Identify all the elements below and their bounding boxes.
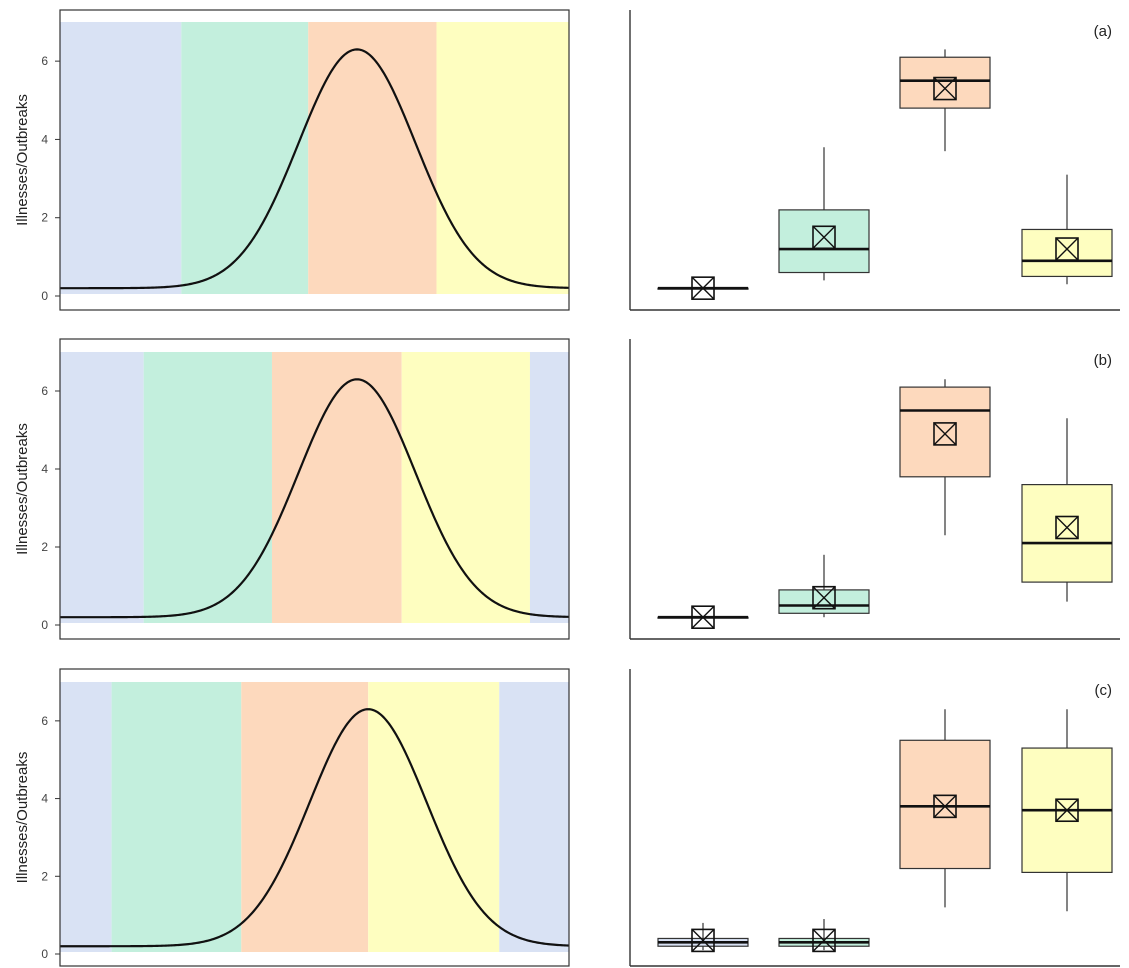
boxplot-spring: [778, 554, 870, 618]
season-band-winter: [60, 682, 112, 952]
boxplot-mean-cross: [1055, 516, 1079, 539]
boxplot-mean-cross: [812, 225, 836, 249]
panel-1: 0 2 4 6 Illnesses/Outbreaks (a): [14, 9, 1120, 311]
seasonal-curve: [60, 708, 570, 948]
y-tick-label: 6: [41, 714, 48, 728]
y-tick-label: 2: [41, 211, 48, 225]
boxplot-mean-marker: [933, 76, 957, 101]
season-band-spring: [111, 682, 242, 952]
boxplot-mean-marker: [691, 276, 715, 300]
boxplot-spring: [778, 919, 870, 953]
y-tick-label: 0: [41, 947, 48, 961]
boxplot-box: [1021, 228, 1113, 278]
boxplot-mean-cross: [691, 276, 715, 300]
season-band-winter: [60, 352, 144, 623]
boxplot-mean-cross: [691, 605, 715, 629]
boxplot-mean-marker: [691, 605, 715, 630]
y-tick-label: 0: [41, 289, 48, 303]
boxplot-mean-cross: [1055, 798, 1079, 822]
boxplot-mean-cross: [691, 928, 715, 952]
y-axis-label: Illnesses/Outbreaks: [14, 423, 31, 555]
boxplot-box: [1021, 484, 1113, 583]
y-axis-label: Illnesses/Outbreaks: [14, 752, 31, 884]
season-band-summer: [308, 22, 437, 294]
panel-2: 0 2 4 6 Illnesses/Outbreaks (b): [14, 338, 1120, 640]
season-band-autumn: [401, 352, 530, 623]
y-tick-label: 2: [41, 869, 48, 883]
y-tick-label: 0: [41, 618, 48, 632]
boxplot-mean-cross: [812, 586, 836, 610]
y-tick-label: 4: [41, 462, 48, 476]
boxplot-mean-marker: [933, 422, 957, 446]
seasonal-curve: [60, 378, 570, 619]
boxplot-mean-cross: [933, 77, 957, 101]
boxplot-mean-marker: [1055, 798, 1079, 823]
boxplot-box: [899, 739, 991, 870]
boxplot-mean-cross: [933, 794, 957, 818]
panel-label: (b): [1094, 352, 1112, 369]
panel-label: (c): [1095, 682, 1113, 699]
boxplot-mean-marker: [812, 585, 836, 610]
left-panel-frame: [59, 668, 570, 967]
seasonal-curve: [60, 48, 570, 290]
boxplot-box: [899, 56, 991, 109]
boxplot-mean-marker: [1055, 515, 1079, 540]
season-band-spring: [181, 22, 309, 294]
y-tick-label: 6: [41, 54, 48, 68]
panel-label: (a): [1094, 23, 1112, 40]
boxplot-mean-cross: [1055, 237, 1079, 261]
boxplot-mean-cross: [812, 928, 836, 952]
y-tick-label: 6: [41, 384, 48, 398]
y-tick-label: 2: [41, 540, 48, 554]
boxplot-box: [778, 589, 870, 614]
boxplot-mean-marker: [933, 794, 957, 819]
left-panel-frame: [59, 338, 570, 640]
boxplot-box: [899, 386, 991, 478]
y-tick-label: 4: [41, 132, 48, 146]
boxplot-mean-marker: [812, 225, 836, 250]
season-band-spring: [143, 352, 272, 623]
boxplot-winter: [657, 276, 749, 300]
boxplot-spring: [778, 147, 870, 281]
left-panel-frame: [59, 9, 570, 311]
season-band-winter: [529, 352, 569, 623]
panel-3: 0 2 4 6 Illnesses/Outbreaks (c): [14, 668, 1120, 967]
y-axis-label: Illnesses/Outbreaks: [14, 94, 31, 226]
boxplot-winter: [657, 605, 749, 630]
boxplot-autumn: [1021, 418, 1113, 602]
boxplot-autumn: [1021, 709, 1113, 912]
boxplot-mean-marker: [812, 928, 836, 953]
boxplot-winter: [657, 922, 749, 953]
boxplot-autumn: [1021, 174, 1113, 285]
boxplot-mean-cross: [933, 422, 957, 446]
boxplot-box: [778, 209, 870, 274]
boxplot-summer: [899, 379, 991, 536]
boxplot-mean-marker: [1055, 237, 1079, 261]
season-band-autumn: [436, 22, 569, 294]
season-band-winter: [499, 682, 569, 952]
y-tick-label: 4: [41, 792, 48, 806]
boxplot-summer: [899, 709, 991, 908]
boxplot-mean-marker: [691, 928, 715, 953]
boxplot-summer: [899, 49, 991, 152]
season-band-winter: [60, 22, 182, 294]
